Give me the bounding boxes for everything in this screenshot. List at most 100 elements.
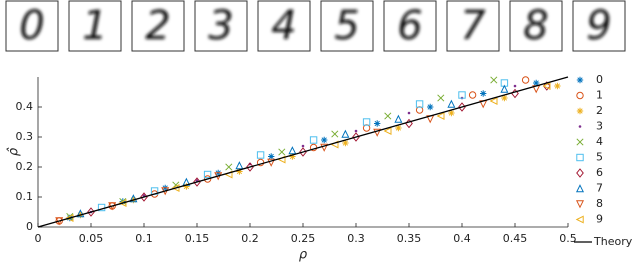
marker <box>341 129 350 138</box>
marker <box>87 207 95 217</box>
digit-thumbnail <box>572 0 626 52</box>
marker <box>342 139 349 147</box>
digit-thumbnail <box>194 0 248 52</box>
legend-label: 6 <box>596 166 603 179</box>
digit-thumbnail <box>257 0 311 52</box>
x-tick-label: 0.15 <box>185 232 210 245</box>
marker <box>427 103 434 111</box>
marker <box>407 111 411 115</box>
legend-label: 7 <box>596 182 603 195</box>
legend-label: 1 <box>596 89 603 102</box>
digit-image: 7 <box>460 3 486 49</box>
marker <box>140 192 148 202</box>
y-tick-label: 0.4 <box>16 100 34 113</box>
legend-marker <box>576 168 584 178</box>
marker <box>278 148 286 156</box>
legend-label: 2 <box>596 104 603 117</box>
x-tick-label: 0.45 <box>503 232 528 245</box>
marker <box>268 153 275 160</box>
marker <box>203 175 212 183</box>
marker <box>362 118 371 126</box>
marker <box>480 90 487 97</box>
x-tick-label: 0.1 <box>135 232 153 245</box>
legend-marker <box>576 76 584 84</box>
y-tick-label: 0.3 <box>16 130 34 143</box>
x-tick-label: 0.4 <box>453 232 471 245</box>
marker <box>320 143 329 152</box>
digit-thumbnail <box>131 0 185 52</box>
legend-marker <box>575 184 585 193</box>
marker <box>171 183 180 193</box>
marker <box>489 96 498 106</box>
legend-label: Theory <box>593 235 633 248</box>
marker <box>321 136 328 144</box>
marker <box>384 112 392 120</box>
marker <box>490 76 498 84</box>
marker <box>331 130 339 138</box>
marker <box>500 84 509 93</box>
legend-marker <box>575 215 584 224</box>
marker <box>373 128 382 137</box>
marker <box>352 132 360 142</box>
marker <box>542 81 551 91</box>
marker <box>542 81 551 91</box>
digit-image: 3 <box>208 3 233 49</box>
marker <box>501 94 508 102</box>
legend-label: 3 <box>596 120 603 133</box>
marker <box>354 129 358 133</box>
marker <box>289 153 296 160</box>
legend-label: 4 <box>596 135 603 148</box>
marker <box>76 209 85 218</box>
marker <box>301 144 305 148</box>
digit-thumbnail <box>383 0 437 52</box>
legend-label: 0 <box>596 73 603 86</box>
y-axis-label: ρ̂ <box>7 147 22 156</box>
legend-marker <box>576 107 584 115</box>
marker <box>394 114 403 123</box>
marker <box>533 79 540 87</box>
marker <box>437 94 445 102</box>
marker <box>299 147 307 157</box>
digit-thumbnail <box>446 0 500 52</box>
digit-image: 9 <box>586 3 611 49</box>
marker <box>118 198 127 208</box>
legend-label: 8 <box>596 197 603 210</box>
x-tick-label: 0 <box>35 232 42 245</box>
marker <box>521 76 530 84</box>
x-tick-label: 0.05 <box>79 232 104 245</box>
legend-marker <box>575 200 585 209</box>
digit-image: 2 <box>145 3 170 49</box>
y-tick-label: 0 <box>26 220 33 233</box>
x-tick-label: 0.3 <box>347 232 365 245</box>
marker <box>203 170 212 179</box>
marker <box>309 136 318 144</box>
marker <box>129 194 138 203</box>
digit-image: 5 <box>334 3 359 49</box>
legend-label: 5 <box>596 151 603 164</box>
digit-thumbnail <box>509 0 563 52</box>
marker <box>458 102 466 112</box>
marker <box>183 183 190 190</box>
marker <box>246 162 254 172</box>
digit-image: 0 <box>19 3 44 49</box>
marker <box>447 99 456 108</box>
marker <box>362 124 371 132</box>
marker <box>374 120 381 127</box>
y-tick-label: 0.1 <box>16 190 34 203</box>
marker <box>225 163 233 171</box>
digit-thumbnail <box>320 0 374 52</box>
marker <box>468 91 477 99</box>
y-tick-label: 0.2 <box>16 160 34 173</box>
x-tick-label: 0.35 <box>397 232 422 245</box>
legend-marker <box>576 138 584 146</box>
marker <box>513 84 517 88</box>
theory-line <box>37 76 569 228</box>
marker <box>415 106 424 114</box>
x-tick-label: 0.2 <box>241 232 259 245</box>
x-tick-label: 0.25 <box>291 232 316 245</box>
marker <box>193 177 201 187</box>
digit-image: 1 <box>82 3 107 49</box>
digit-image: 6 <box>397 3 422 49</box>
x-axis-label: ρ <box>299 248 308 263</box>
